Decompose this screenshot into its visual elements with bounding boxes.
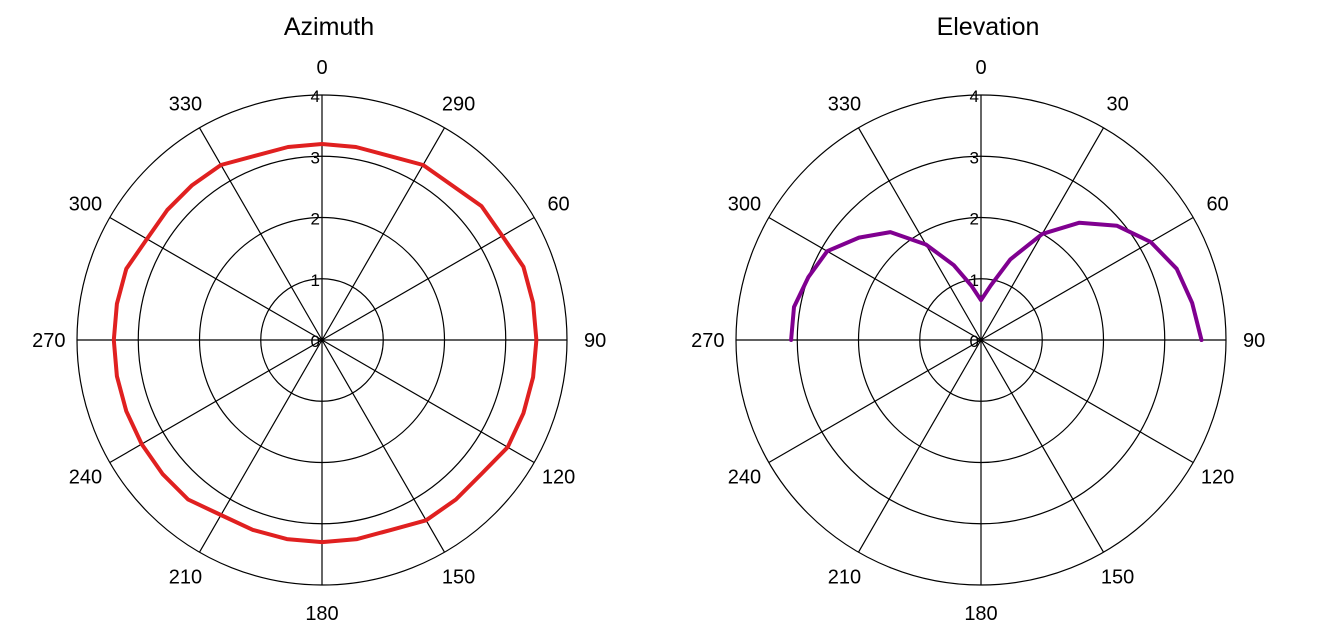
- azimuth-spoke-30: [321, 127, 446, 341]
- elevation-angle-label: 150: [1101, 567, 1134, 589]
- elevation-radial-tick-label: 4: [970, 87, 979, 106]
- azimuth-spoke-150: [321, 339, 446, 553]
- azimuth-angle-label: 210: [169, 567, 202, 589]
- azimuth-series-line: [111, 142, 539, 545]
- elevation-radial-tick-label: 3: [970, 148, 979, 167]
- elevation-angle-label: 210: [828, 567, 861, 589]
- elevation-spoke-330: [857, 127, 982, 341]
- elevation-radial-tick-label: 1: [970, 271, 979, 290]
- azimuth-radial-tick-label: 3: [311, 148, 320, 167]
- azimuth-spoke-60: [321, 216, 535, 341]
- azimuth-angle-label: 270: [32, 330, 65, 352]
- azimuth-radial-tick-label: 1: [311, 271, 320, 290]
- elevation-angle-label: 120: [1201, 467, 1234, 489]
- azimuth-spoke-330: [198, 127, 323, 341]
- azimuth-radial-tick-label: 4: [311, 87, 320, 106]
- elevation-radial-tick-label: 2: [970, 210, 979, 229]
- azimuth-chart: Azimuth 0 290 60 90 120 150 180 210 240 270 300 330…: [0, 0, 658, 633]
- azimuth-angle-label: 120: [542, 467, 575, 489]
- azimuth-spoke-210: [198, 339, 323, 553]
- elevation-spoke-120: [980, 339, 1194, 464]
- azimuth-angle-label: 290: [442, 93, 475, 115]
- elevation-spoke-150: [980, 339, 1105, 553]
- elevation-series-line: [789, 220, 1204, 342]
- azimuth-chart-title: Azimuth: [283, 13, 375, 41]
- azimuth-spoke-240: [109, 339, 323, 464]
- azimuth-polar-plot: 0 290 60 90 120 150 180 210 240 270 300 330 0 1 2 3 4: [32, 57, 606, 625]
- elevation-angle-label: 60: [1206, 193, 1228, 215]
- elevation-chart-title: Elevation: [936, 13, 1040, 41]
- elevation-angle-label: 270: [691, 330, 724, 352]
- elevation-chart: Elevation 0 30 60 90 120 150 180 210 240 270 300 33…: [659, 0, 1317, 633]
- azimuth-spoke-300: [109, 216, 323, 341]
- azimuth-spoke-120: [321, 339, 535, 464]
- azimuth-angle-label: 60: [547, 193, 569, 215]
- elevation-angle-label: 0: [975, 57, 986, 79]
- azimuth-angle-label: 0: [316, 57, 327, 79]
- azimuth-radial-tick-label: 2: [311, 210, 320, 229]
- elevation-radial-tick-label: 0: [970, 332, 979, 351]
- azimuth-angle-label: 300: [69, 193, 102, 215]
- elevation-angle-label: 30: [1106, 93, 1128, 115]
- azimuth-angle-label: 150: [442, 567, 475, 589]
- azimuth-angle-label: 330: [169, 93, 202, 115]
- elevation-spoke-240: [768, 339, 982, 464]
- elevation-polar-plot: 0 30 60 90 120 150 180 210 240 270 300 330 0 1 2 3 4: [691, 57, 1265, 625]
- elevation-angle-label: 300: [728, 193, 761, 215]
- elevation-angle-label: 240: [728, 467, 761, 489]
- azimuth-radial-tick-label: 0: [311, 332, 320, 351]
- azimuth-angle-label: 180: [305, 603, 338, 625]
- azimuth-angle-label: 90: [584, 330, 606, 352]
- elevation-angle-label: 180: [964, 603, 997, 625]
- elevation-spoke-210: [857, 339, 982, 553]
- elevation-spoke-60: [980, 216, 1194, 341]
- elevation-spoke-300: [768, 216, 982, 341]
- elevation-angle-label: 330: [828, 93, 861, 115]
- elevation-angle-label: 90: [1243, 330, 1265, 352]
- azimuth-angle-label: 240: [69, 467, 102, 489]
